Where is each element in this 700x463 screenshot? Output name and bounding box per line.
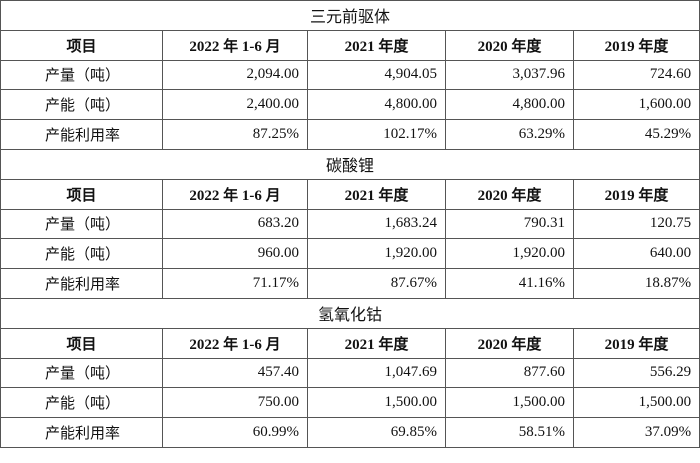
header-cell: 2021 年度	[307, 29, 446, 61]
row-label: 产量（吨）	[0, 59, 163, 91]
value-cell: 4,800.00	[307, 89, 446, 121]
row-label: 产能利用率	[0, 417, 163, 448]
value-cell: 724.60	[572, 59, 700, 91]
data-row: 产能（吨） 2,400.00 4,800.00 4,800.00 1,600.00	[0, 89, 700, 121]
value-cell: 1,683.24	[307, 208, 446, 240]
header-cell: 2022 年 1-6 月	[162, 29, 308, 61]
header-cell: 2022 年 1-6 月	[162, 178, 308, 210]
data-row: 产量（吨） 683.20 1,683.24 790.31 120.75	[0, 208, 700, 240]
header-cell: 2019 年度	[572, 178, 700, 210]
data-row: 产能（吨） 960.00 1,920.00 1,920.00 640.00	[0, 238, 700, 270]
value-cell: 790.31	[445, 208, 574, 240]
data-row: 产能利用率 87.25% 102.17% 63.29% 45.29%	[0, 119, 700, 150]
value-cell: 1,920.00	[445, 238, 574, 270]
section-title: 氢氧化钴	[0, 297, 700, 329]
value-cell: 683.20	[162, 208, 308, 240]
value-cell: 37.09%	[572, 417, 700, 448]
value-cell: 2,400.00	[162, 89, 308, 121]
header-row: 项目 2022 年 1-6 月 2021 年度 2020 年度 2019 年度	[0, 178, 700, 210]
header-cell: 项目	[0, 327, 163, 359]
section-title: 碳酸锂	[0, 148, 700, 180]
section-title-row: 三元前驱体	[0, 0, 700, 31]
section-title-row: 氢氧化钴	[0, 297, 700, 329]
value-cell: 69.85%	[307, 417, 446, 448]
data-row: 产能利用率 71.17% 87.67% 41.16% 18.87%	[0, 268, 700, 299]
value-cell: 877.60	[445, 357, 574, 389]
value-cell: 750.00	[162, 387, 308, 419]
row-label: 产能（吨）	[0, 387, 163, 419]
value-cell: 1,500.00	[572, 387, 700, 419]
value-cell: 4,800.00	[445, 89, 574, 121]
value-cell: 60.99%	[162, 417, 308, 448]
header-cell: 2020 年度	[445, 327, 574, 359]
value-cell: 45.29%	[572, 119, 700, 150]
row-label: 产能（吨）	[0, 238, 163, 270]
value-cell: 2,094.00	[162, 59, 308, 91]
value-cell: 3,037.96	[445, 59, 574, 91]
value-cell: 41.16%	[445, 268, 574, 299]
row-label: 产量（吨）	[0, 208, 163, 240]
header-row: 项目 2022 年 1-6 月 2021 年度 2020 年度 2019 年度	[0, 327, 700, 359]
header-cell: 2019 年度	[572, 29, 700, 61]
header-cell: 2020 年度	[445, 29, 574, 61]
value-cell: 102.17%	[307, 119, 446, 150]
header-cell: 2019 年度	[572, 327, 700, 359]
data-row: 产能（吨） 750.00 1,500.00 1,500.00 1,500.00	[0, 387, 700, 419]
header-cell: 项目	[0, 178, 163, 210]
value-cell: 87.67%	[307, 268, 446, 299]
row-label: 产量（吨）	[0, 357, 163, 389]
header-cell: 项目	[0, 29, 163, 61]
value-cell: 1,047.69	[307, 357, 446, 389]
value-cell: 63.29%	[445, 119, 574, 150]
value-cell: 1,500.00	[445, 387, 574, 419]
value-cell: 87.25%	[162, 119, 308, 150]
section-title-row: 碳酸锂	[0, 148, 700, 180]
row-label: 产能利用率	[0, 268, 163, 299]
value-cell: 1,920.00	[307, 238, 446, 270]
value-cell: 960.00	[162, 238, 308, 270]
row-label: 产能（吨）	[0, 89, 163, 121]
value-cell: 18.87%	[572, 268, 700, 299]
value-cell: 640.00	[572, 238, 700, 270]
value-cell: 1,500.00	[307, 387, 446, 419]
row-label: 产能利用率	[0, 119, 163, 150]
value-cell: 71.17%	[162, 268, 308, 299]
header-cell: 2021 年度	[307, 178, 446, 210]
header-cell: 2020 年度	[445, 178, 574, 210]
value-cell: 4,904.05	[307, 59, 446, 91]
value-cell: 556.29	[572, 357, 700, 389]
value-cell: 1,600.00	[572, 89, 700, 121]
data-row: 产量（吨） 457.40 1,047.69 877.60 556.29	[0, 357, 700, 389]
data-row: 产能利用率 60.99% 69.85% 58.51% 37.09%	[0, 417, 700, 448]
value-cell: 120.75	[572, 208, 700, 240]
header-cell: 2021 年度	[307, 327, 446, 359]
capacity-table: 三元前驱体 项目 2022 年 1-6 月 2021 年度 2020 年度 2019 年度…	[0, 0, 700, 448]
header-row: 项目 2022 年 1-6 月 2021 年度 2020 年度 2019 年度	[0, 29, 700, 61]
header-cell: 2022 年 1-6 月	[162, 327, 308, 359]
value-cell: 58.51%	[445, 417, 574, 448]
data-row: 产量（吨） 2,094.00 4,904.05 3,037.96 724.60	[0, 59, 700, 91]
section-title: 三元前驱体	[0, 0, 700, 31]
value-cell: 457.40	[162, 357, 308, 389]
